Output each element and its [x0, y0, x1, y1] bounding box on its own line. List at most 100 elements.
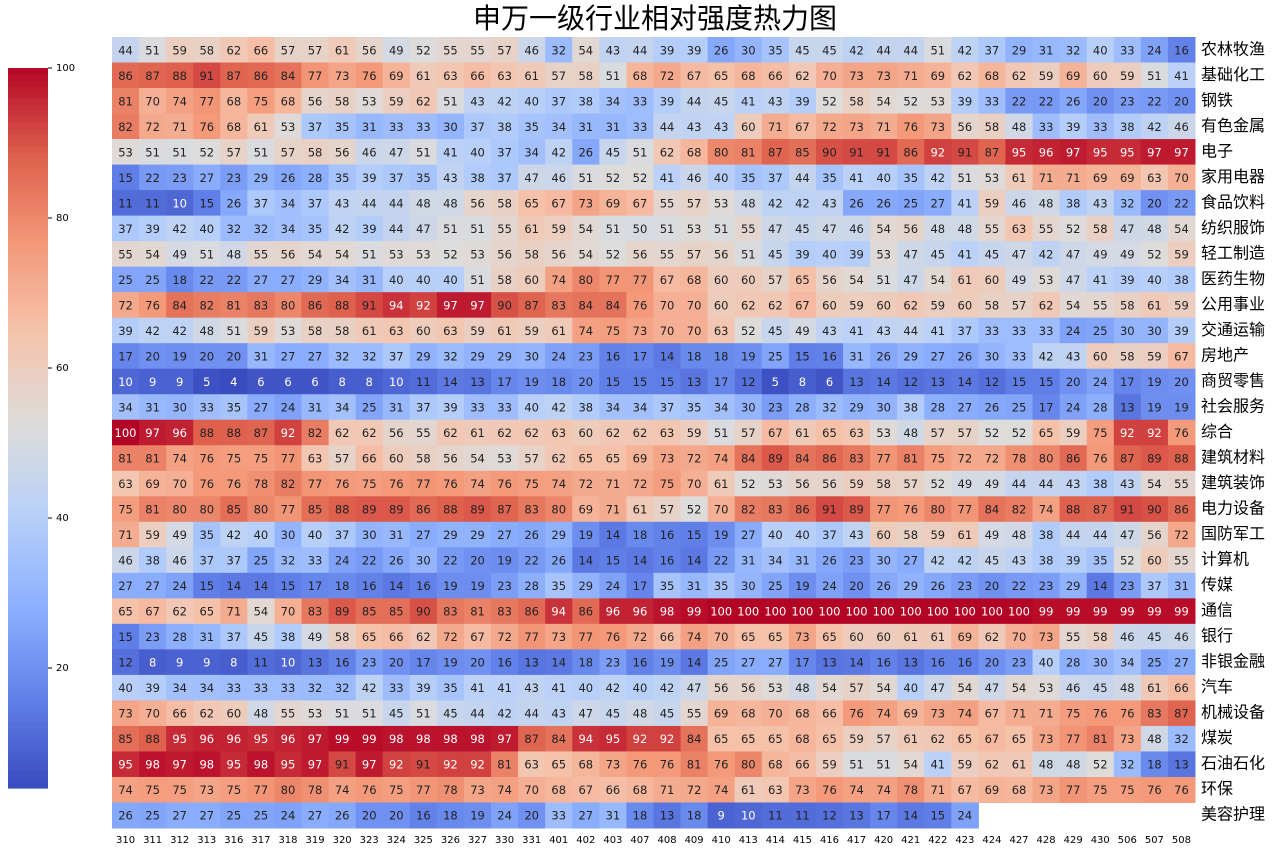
cell-label: 69	[903, 707, 918, 721]
heatmap-cell	[355, 88, 384, 115]
heatmap-cell	[545, 215, 573, 242]
heatmap-cell	[761, 623, 790, 650]
heatmap-cell	[680, 700, 709, 727]
heatmap-cell	[734, 751, 763, 778]
heatmap-cell	[301, 802, 330, 829]
heatmap-cell	[599, 751, 627, 778]
heatmap-cell	[193, 649, 221, 676]
heatmap-cell	[761, 496, 790, 523]
cell-label: 63	[660, 426, 675, 440]
heatmap-cell	[707, 547, 736, 574]
colorbar-segment	[8, 560, 48, 567]
colorbar-segment	[8, 320, 48, 327]
heatmap-cell	[1086, 139, 1115, 166]
cell-label: 59	[849, 298, 864, 312]
heatmap-cell	[843, 445, 871, 472]
heatmap-cell	[166, 292, 194, 319]
cell-label: 30	[741, 400, 756, 414]
cell-label: 29	[416, 349, 431, 363]
x-tick-label: 407	[630, 835, 649, 846]
heatmap-cell	[870, 470, 898, 497]
heatmap-cell	[761, 674, 790, 701]
cell-label: 12	[118, 656, 133, 670]
colorbar-segment	[8, 470, 48, 477]
cell-label: 19	[1147, 400, 1162, 414]
heatmap-cell	[112, 623, 140, 650]
heatmap-cell	[572, 802, 600, 829]
cell-label: 82	[741, 503, 756, 517]
heatmap-cell	[139, 88, 167, 115]
cell-label: 76	[199, 477, 214, 491]
heatmap-cell	[409, 496, 438, 523]
cell-label: 46	[118, 554, 133, 568]
cell-label: 24	[1066, 324, 1081, 338]
heatmap-cell	[491, 598, 519, 625]
cell-label: 69	[606, 196, 621, 210]
cell-label: 43	[1093, 196, 1108, 210]
cell-label: 75	[930, 452, 945, 466]
heatmap-cell	[653, 241, 682, 268]
cell-label: 17	[795, 656, 810, 670]
x-tick-label: 318	[278, 835, 297, 846]
heatmap-cell	[436, 751, 465, 778]
heatmap-cell	[1086, 521, 1115, 548]
heatmap-cell	[680, 164, 709, 191]
cell-label: 15	[795, 349, 810, 363]
heatmap-cell	[463, 547, 492, 574]
colorbar-segment	[8, 164, 48, 171]
cell-label: 51	[714, 426, 729, 440]
cell-label: 48	[633, 707, 648, 721]
cell-label: 58	[308, 324, 323, 338]
heatmap-cell	[247, 802, 275, 829]
heatmap-cell	[815, 215, 844, 242]
heatmap-cell	[788, 266, 817, 293]
cell-label: 40	[308, 528, 323, 542]
heatmap-cell	[1140, 776, 1169, 803]
cell-label: 25	[1147, 656, 1162, 670]
cell-label: 88	[335, 298, 350, 312]
heatmap-cell	[247, 496, 275, 523]
cell-label: 58	[903, 528, 918, 542]
heatmap-cell	[897, 496, 925, 523]
heatmap-cell	[112, 368, 140, 395]
cell-label: 67	[660, 273, 675, 287]
colorbar-segment	[8, 314, 48, 321]
cell-label: 32	[227, 222, 242, 236]
heatmap-cell	[1086, 572, 1115, 599]
cell-label: 73	[633, 324, 648, 338]
heatmap-cell	[978, 470, 1006, 497]
heatmap-cell	[572, 419, 600, 446]
heatmap-cell	[653, 190, 682, 217]
colorbar-segment	[8, 668, 48, 675]
heatmap-cell	[870, 62, 898, 89]
cell-label: 51	[633, 145, 648, 159]
heatmap-cell	[436, 598, 465, 625]
heatmap-cell	[1005, 343, 1034, 370]
heatmap-cell	[870, 113, 898, 140]
heatmap-cell	[1140, 241, 1169, 268]
cell-label: 77	[958, 503, 973, 517]
cell-label: 14	[903, 809, 918, 823]
colorbar-segment	[8, 392, 48, 399]
heatmap-cell	[409, 190, 438, 217]
heatmap-cell	[653, 419, 682, 446]
heatmap-cell	[626, 802, 654, 829]
cell-label: 81	[145, 452, 160, 466]
row-label: 煤炭	[1201, 728, 1233, 747]
heatmap-cell	[301, 598, 330, 625]
cell-label: 47	[822, 222, 837, 236]
cell-label: 49	[1120, 247, 1135, 261]
cell-label: 39	[145, 222, 160, 236]
heatmap-cell	[301, 496, 330, 523]
cell-label: 33	[281, 681, 296, 695]
heatmap-cell	[518, 190, 546, 217]
heatmap-cell	[545, 190, 573, 217]
heatmap-cell	[1167, 419, 1196, 446]
heatmap-cell	[1140, 164, 1169, 191]
cell-label: 92	[281, 426, 296, 440]
heatmap-cell	[301, 113, 330, 140]
cell-label: 22	[145, 171, 160, 185]
x-tick-label: 311	[143, 835, 162, 846]
cell-label: 49	[1012, 273, 1027, 287]
cell-label: 55	[1039, 222, 1054, 236]
